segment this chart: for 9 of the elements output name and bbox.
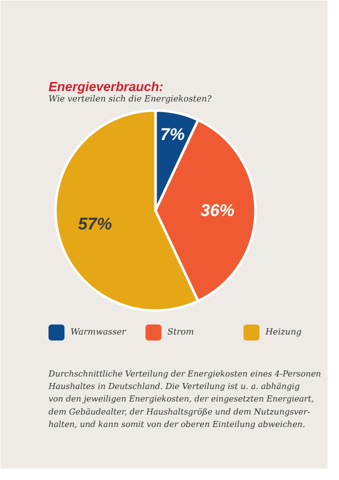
chart-subtitle: Wie verteilen sich die Energiekosten?: [48, 94, 212, 104]
data-label: 57%: [78, 214, 112, 234]
text: Durchschnittliche Verteilung der Energiekosten eines 4-Personen Haushaltes in Deutschland. Die Verteilung ist u. a. abhängig von den jeweiligen Energiekosten, der eingesetzten Energieart, dem Gebäudealter, der Haushaltsgröße und dem Nutzungsver- halten, und kann somit von der oberen Einteilung abweichen.: [48, 368, 322, 429]
legend-label: Warmwasser: [70, 328, 127, 338]
legend-label: Strom: [168, 328, 194, 338]
legend-label: Heizung: [264, 328, 302, 338]
data-label: 7%: [160, 124, 185, 144]
data-label: 36%: [200, 201, 235, 220]
chart-title: Energieverbrauch:: [48, 79, 164, 94]
